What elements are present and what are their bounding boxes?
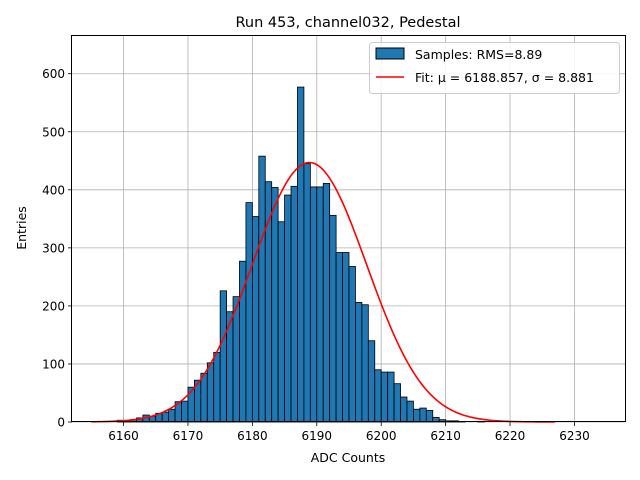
- y-tick-label: 100: [42, 357, 65, 371]
- legend-fit-label: Fit: μ = 6188.857, σ = 8.881: [415, 70, 594, 85]
- histogram-bar: [309, 186, 318, 423]
- y-tick-label: 500: [42, 125, 65, 139]
- x-tick-label: 6180: [237, 429, 268, 443]
- histogram-bar: [400, 396, 408, 423]
- histogram-bar: [361, 304, 369, 423]
- histogram-bar: [303, 163, 311, 423]
- histogram-bar: [316, 186, 324, 423]
- histogram-bar: [277, 221, 285, 423]
- x-axis-label: ADC Counts: [311, 450, 386, 465]
- legend-box: [369, 42, 620, 94]
- histogram-bar: [335, 252, 343, 423]
- histogram-bar: [393, 383, 401, 423]
- histogram-bar: [219, 290, 228, 423]
- histogram-bar: [290, 185, 298, 423]
- histogram-bar: [329, 214, 337, 423]
- histogram-bar: [232, 296, 240, 423]
- chart-title: Run 453, channel032, Pedestal: [235, 15, 460, 31]
- histogram-bar: [161, 411, 170, 423]
- x-tick-label: 6190: [302, 429, 333, 443]
- legend: Samples: RMS=8.89 Fit: μ = 6188.857, σ =…: [369, 42, 620, 94]
- y-tick-label: 300: [42, 241, 65, 255]
- x-tick-label: 6210: [430, 429, 461, 443]
- histogram-bar: [342, 252, 350, 423]
- histogram-bar: [348, 266, 356, 423]
- y-axis-ticks: 0 100 200 300 400 500 600: [42, 67, 72, 430]
- histogram-bar: [367, 340, 376, 423]
- histogram-bar: [258, 155, 266, 423]
- x-tick-label: 6170: [173, 429, 204, 443]
- x-tick-label: 6230: [559, 429, 590, 443]
- histogram-bar: [419, 407, 427, 423]
- y-tick-label: 600: [42, 67, 65, 81]
- y-tick-label: 0: [57, 416, 65, 430]
- y-tick-label: 200: [42, 299, 65, 313]
- histogram-bar: [413, 408, 421, 423]
- histogram-bar: [181, 400, 189, 423]
- y-axis-label: Entries: [14, 206, 29, 250]
- legend-histogram-swatch: [375, 47, 405, 60]
- histogram-bar: [245, 202, 253, 423]
- histogram-bar: [425, 409, 434, 423]
- histogram-bar: [374, 369, 382, 423]
- histogram-bar: [206, 362, 215, 423]
- x-tick-label: 6160: [108, 429, 139, 443]
- histogram-bar: [168, 408, 176, 423]
- histogram-bar: [355, 302, 363, 423]
- x-tick-label: 6220: [495, 429, 526, 443]
- x-axis-ticks: 6160 6170 6180 6190 6200 6210 6220 6230: [108, 422, 590, 443]
- histogram-bar: [271, 187, 279, 423]
- legend-histogram-label: Samples: RMS=8.89: [415, 47, 542, 62]
- plot-frame: [71, 35, 626, 422]
- histogram-bar: [406, 400, 414, 423]
- y-tick-label: 400: [42, 183, 65, 197]
- histogram-bar: [284, 194, 292, 423]
- histogram-bar: [264, 181, 273, 423]
- histogram-bar: [297, 86, 305, 423]
- histogram-bar: [387, 371, 395, 423]
- histogram-bar: [200, 372, 208, 423]
- x-tick-label: 6200: [366, 429, 397, 443]
- histogram-bar: [322, 183, 331, 423]
- histogram-bar: [380, 371, 389, 423]
- fit-curve: [91, 161, 556, 423]
- histogram-bar: [213, 351, 221, 423]
